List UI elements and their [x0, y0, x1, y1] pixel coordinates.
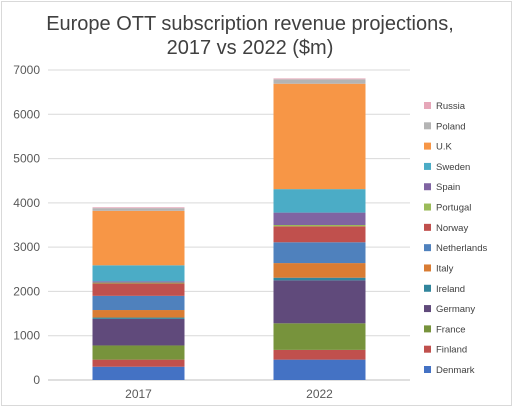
legend: Russia Poland U.K Sweden Spain Portugal Norway… [424, 101, 487, 376]
bar-segment-finland-2017 [92, 359, 185, 367]
bar-segment-u-k-2022 [273, 83, 366, 190]
x-axis-ticks: 2017 2022 [125, 387, 333, 401]
y-tick-label: 3000 [13, 240, 40, 254]
legend-label: Poland [436, 121, 466, 132]
legend-label: Italy [436, 263, 454, 274]
bar-segment-russia-2022 [273, 78, 366, 80]
bar-segment-spain-2017 [92, 281, 185, 283]
legend-label: Russia [436, 101, 466, 112]
legend-label: Spain [436, 182, 460, 193]
y-tick-label: 7000 [13, 63, 40, 77]
legend-label: U.K [436, 142, 453, 153]
legend-label: France [436, 324, 466, 335]
bar-segment-sweden-2022 [273, 189, 366, 213]
chart-title-line-1: Europe OTT subscription revenue projecti… [46, 13, 454, 35]
legend-swatch [424, 305, 431, 313]
legend-label: Netherlands [436, 243, 487, 254]
chart-title-line-2: 2017 vs 2022 ($m) [166, 37, 334, 59]
bar-segment-u-k-2017 [92, 210, 185, 266]
bar-segment-ireland-2017 [92, 317, 185, 319]
bar-segment-france-2017 [92, 345, 185, 360]
legend-swatch [424, 366, 431, 373]
bar-segment-sweden-2017 [92, 265, 185, 282]
legend-swatch [424, 325, 431, 333]
x-tick-label: 2022 [306, 387, 333, 401]
bar-segment-poland-2022 [273, 79, 366, 84]
chart-title: Europe OTT subscription revenue projecti… [20, 12, 480, 60]
legend-label: Finland [436, 345, 467, 356]
bar-segment-italy-2022 [273, 263, 366, 278]
legend-label: Norway [436, 223, 468, 234]
bar-segment-norway-2022 [273, 226, 366, 243]
bar-segment-denmark-2022 [273, 359, 366, 380]
legend-swatch [424, 142, 431, 150]
legend-label: Denmark [436, 365, 475, 376]
legend-label: Sweden [436, 162, 470, 173]
legend-swatch [424, 102, 431, 109]
legend-label: Germany [436, 304, 475, 315]
bar-segment-ireland-2022 [273, 277, 366, 281]
bar-segment-denmark-2017 [92, 366, 185, 380]
bar-segment-finland-2022 [273, 349, 366, 360]
bar-segment-norway-2017 [92, 283, 185, 296]
legend-swatch [424, 284, 431, 292]
legend-label: Ireland [436, 284, 465, 295]
y-tick-label: 1000 [13, 329, 40, 343]
legend-swatch [424, 264, 431, 272]
bar-segment-spain-2022 [273, 212, 366, 225]
y-tick-label: 2000 [13, 284, 40, 298]
x-tick-label: 2017 [125, 387, 152, 401]
bar-segment-portugal-2022 [273, 225, 366, 227]
bar-segment-germany-2017 [92, 318, 185, 346]
legend-swatch [424, 183, 431, 191]
bar-segment-poland-2017 [92, 208, 185, 211]
legend-label: Portugal [436, 203, 471, 214]
bar-segment-italy-2017 [92, 310, 185, 318]
y-axis-ticks: 0 1000 2000 3000 4000 5000 6000 7000 [13, 63, 40, 387]
bar-segment-france-2022 [273, 323, 366, 350]
y-tick-label: 4000 [13, 196, 40, 210]
bar-segment-germany-2022 [273, 280, 366, 324]
legend-swatch [424, 223, 431, 231]
bar-segment-netherlands-2017 [92, 295, 185, 311]
legend-swatch [424, 122, 431, 130]
bar-segment-russia-2017 [92, 207, 185, 209]
y-tick-label: 5000 [13, 152, 40, 166]
y-tick-label: 6000 [13, 107, 40, 121]
legend-swatch [424, 162, 431, 170]
legend-swatch [424, 203, 431, 211]
legend-swatch [424, 244, 431, 252]
bar-segment-portugal-2017 [92, 282, 185, 284]
legend-swatch [424, 345, 431, 353]
bar-segment-netherlands-2022 [273, 242, 366, 264]
y-tick-label: 0 [33, 373, 40, 387]
bars [92, 78, 366, 380]
